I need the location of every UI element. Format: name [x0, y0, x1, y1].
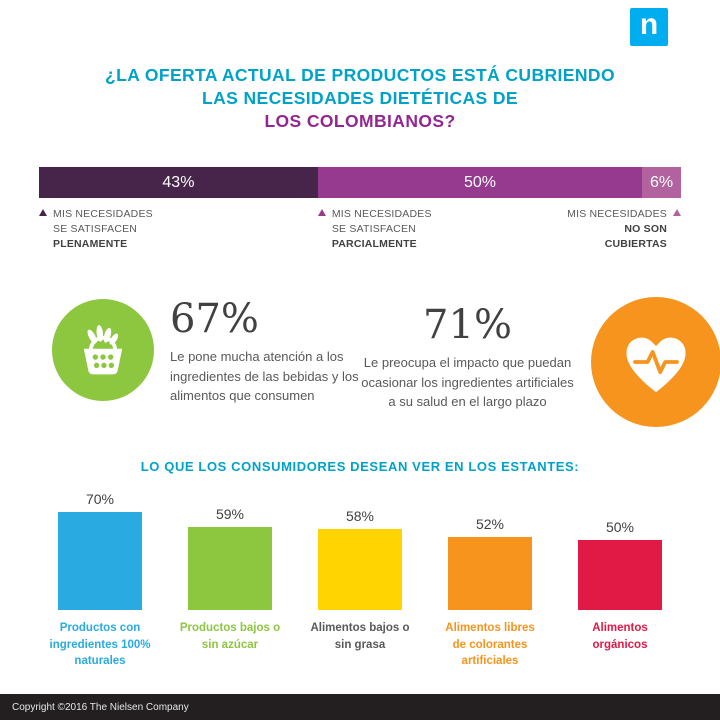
bar-percent-label: 59% [215, 506, 245, 522]
bar [188, 527, 272, 610]
basket-icon [52, 299, 154, 401]
segment-value: 43% [162, 173, 195, 191]
shelf-bar-chart: 70% Productos con ingredientes 100% natu… [0, 488, 720, 670]
stat-text: Le pone mucha atención a los ingrediente… [170, 349, 359, 403]
stat-value: 67% [170, 296, 259, 342]
bar-column-sin-colorantes: 52% Alimentos libres de colorantes artif… [445, 488, 534, 670]
bar [578, 540, 662, 610]
segment-value: 6% [649, 173, 674, 191]
satisfaction-label-text: MIS NECESIDADES SE SATISFACEN PLENAMENTE [53, 207, 153, 253]
bar-category-label: Alimentos libres de colorantes artificia… [445, 622, 535, 668]
stat-text: Le preocupa el impacto que puedan ocasio… [361, 355, 574, 409]
label-normal: MIS NECESIDADES SE SATISFACEN [331, 208, 432, 236]
bar-percent-label: 50% [605, 519, 635, 535]
bar-area: 58% [318, 488, 402, 610]
bar-percent-label: 58% [345, 508, 375, 524]
label-bold: PLENAMENTE [53, 238, 128, 251]
nielsen-logo-letter: n [639, 7, 659, 41]
label-normal: MIS NECESIDADES [567, 208, 667, 220]
bar-area: 52% [448, 488, 532, 610]
segment-no-cubiertas: 6% [642, 167, 681, 198]
label-bold: PARCIALMENTE [331, 238, 417, 251]
triangle-marker-icon [317, 209, 326, 216]
bar-category-label: Alimentos bajos o sin grasa [310, 622, 410, 651]
label-normal: MIS NECESIDADES SE SATISFACEN [53, 208, 153, 236]
copyright-text: Copyright ©2016 The Nielsen Company [12, 701, 189, 713]
segment-parcialmente: 50% [317, 167, 643, 198]
title-line-3: LOS COLOMBIANOS? [264, 111, 456, 131]
bar [318, 529, 402, 610]
stats-section: 67% Le pone mucha atención a los ingredi… [52, 297, 720, 427]
page-title: ¿LA OFERTA ACTUAL DE PRODUCTOS ESTÁ CUBR… [0, 64, 720, 133]
satisfaction-label-text: MIS NECESIDADES SE SATISFACEN PARCIALMEN… [332, 207, 432, 253]
shelf-heading: LO QUE LOS CONSUMIDORES DESEAN VER EN LO… [140, 459, 580, 474]
nielsen-logo: n [630, 8, 668, 46]
triangle-marker-icon [39, 209, 47, 216]
label-bold: NO SON CUBIERTAS [604, 223, 667, 251]
bar-column-sin-azucar: 59% Productos bajos o sin azúcar [180, 488, 280, 653]
bar-area: 50% [578, 488, 662, 610]
bar-area: 59% [188, 488, 272, 610]
stat-body: 71% Le preocupa el impacto que puedan oc… [360, 305, 575, 412]
stat-ingredient-attention: 67% Le pone mucha atención a los ingredi… [52, 299, 360, 406]
bar-category-label: Alimentos orgánicos [592, 622, 648, 651]
bar [448, 537, 532, 610]
triangle-marker-icon [673, 209, 681, 216]
bar-column-naturales: 70% Productos con ingredientes 100% natu… [50, 488, 151, 670]
segment-plenamente: 43% [39, 167, 318, 198]
copyright-bar: Copyright ©2016 The Nielsen Company [0, 694, 720, 720]
title-line-2: LAS NECESIDADES DIETÉTICAS DE [202, 88, 518, 108]
bar-column-sin-grasa: 58% Alimentos bajos o sin grasa [310, 488, 409, 653]
bar-area: 70% [58, 488, 142, 610]
bar-category-label: Productos con ingredientes 100% naturale… [49, 622, 151, 668]
heart-pulse-icon [591, 297, 720, 427]
satisfaction-label-no-cubiertas: MIS NECESIDADES NO SON CUBIERTAS [567, 207, 681, 253]
bar-category-label: Productos bajos o sin azúcar [179, 622, 281, 651]
segment-value: 50% [463, 173, 496, 191]
satisfaction-label-text: MIS NECESIDADES NO SON CUBIERTAS [567, 207, 667, 253]
bar [58, 512, 142, 610]
bar-percent-label: 70% [85, 491, 115, 507]
stat-body: 67% Le pone mucha atención a los ingredi… [170, 299, 360, 406]
stat-artificial-concern: 71% Le preocupa el impacto que puedan oc… [360, 297, 720, 427]
bar-percent-label: 52% [475, 516, 505, 532]
title-line-1: ¿LA OFERTA ACTUAL DE PRODUCTOS ESTÁ CUBR… [105, 65, 615, 85]
satisfaction-label-plenamente: MIS NECESIDADES SE SATISFACEN PLENAMENTE [39, 207, 153, 253]
bar-column-organicos: 50% Alimentos orgánicos [576, 488, 664, 653]
satisfaction-stacked-bar: 43% 50% 6% [39, 167, 681, 198]
satisfaction-labels: MIS NECESIDADES SE SATISFACEN PLENAMENTE… [39, 207, 681, 271]
satisfaction-label-parcialmente: MIS NECESIDADES SE SATISFACEN PARCIALMEN… [317, 207, 432, 253]
stat-value: 71% [423, 302, 512, 348]
